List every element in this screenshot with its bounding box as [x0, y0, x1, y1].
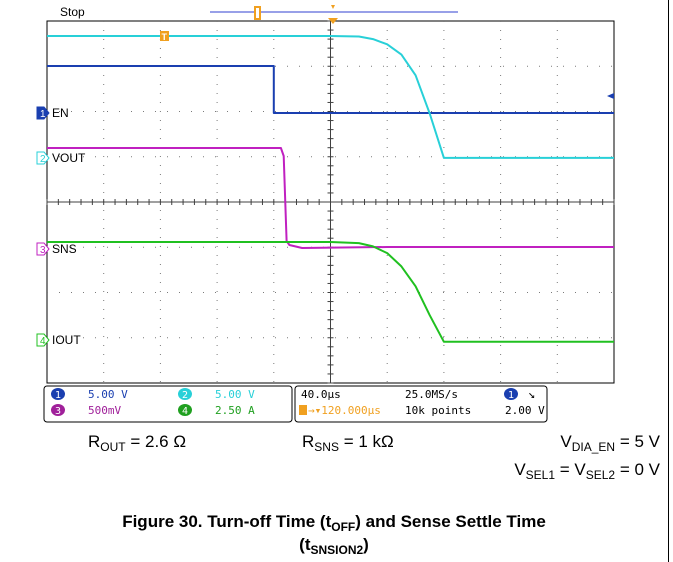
channel-3-badge-number: 3	[55, 406, 61, 417]
vsel-condition: VSEL1 = VSEL2 = 0 V	[514, 460, 660, 482]
channel-1-badge-number: 1	[55, 390, 61, 401]
channel-marker-number: 4	[40, 336, 46, 347]
channel-1-scale: 5.00 V	[88, 388, 128, 401]
trigger-position-arrow-top	[331, 5, 335, 9]
channel-1-marker: 1 EN	[36, 106, 69, 120]
trace-trigger-tag	[160, 31, 169, 41]
acquisition-status: Stop	[60, 5, 85, 19]
channel-marker-tab	[36, 242, 50, 256]
record-position-bar: Stop T	[60, 5, 458, 42]
trigger-offset-icon	[299, 405, 307, 415]
channel-4-badge-number: 4	[182, 406, 188, 417]
trigger-level-value: 2.00 V	[505, 404, 545, 417]
channel-3-badge	[51, 404, 65, 416]
channel-label-en: EN	[52, 106, 69, 120]
rout-condition: ROUT = 2.6 Ω	[88, 432, 187, 454]
timebase-value: 40.0µs	[301, 388, 341, 401]
trigger-source-number: 1	[508, 390, 514, 401]
channel-scale-box	[43, 385, 293, 423]
trigger-offset-value: →▾120.000µs	[308, 404, 381, 417]
channel-markers: 1 EN 2 VOUT 3 SNS 4 IOUT	[36, 93, 614, 347]
channel-marker-number: 3	[40, 245, 46, 256]
record-window-marker	[254, 6, 261, 20]
channel-4-badge	[178, 404, 192, 416]
rsns-condition: RSNS = 1 kΩ	[302, 432, 394, 454]
trace-en	[47, 65, 614, 114]
graticule	[46, 20, 615, 384]
timebase-box	[294, 385, 548, 423]
channel-marker-tab	[36, 151, 50, 165]
channel-4-scale: 2.50 A	[215, 404, 255, 417]
trace-vout	[47, 35, 614, 159]
channel-1-badge	[51, 388, 65, 400]
trace-trigger-tag-letter: T	[162, 32, 168, 42]
figure-caption-line2: (tSNSION2)	[299, 535, 369, 557]
channel-4-marker: 4 IOUT	[36, 333, 81, 347]
oscilloscope-screenshot: 1 EN 2 VOUT 3 SNS 4 IOUT Stop T 1 5.00 V 2 5.00 V 3 5…	[36, 5, 615, 423]
sample-rate-value: 25.0MS/s	[405, 388, 458, 401]
waveform-traces	[47, 35, 614, 343]
channel-3-marker: 3 SNS	[36, 242, 77, 256]
trace-iout	[47, 241, 614, 343]
record-length-value: 10k points	[405, 404, 471, 417]
channel-label-sns: SNS	[52, 242, 77, 256]
channel-marker-number: 2	[40, 154, 46, 165]
channel-marker-tab	[36, 106, 50, 120]
trigger-source-badge	[504, 388, 518, 400]
channel-label-iout: IOUT	[52, 333, 81, 347]
trigger-slope-icon: ↘	[528, 387, 535, 401]
channel-2-badge-number: 2	[182, 390, 188, 401]
scope-readout-panel: 1 5.00 V 2 5.00 V 3 500mV 4 2.50 A 40.0µs 25.0MS/…	[43, 385, 548, 423]
channel-marker-tab	[36, 333, 50, 347]
channel-3-scale: 500mV	[88, 404, 121, 417]
trigger-point-marker	[328, 18, 338, 24]
channel-marker-number: 1	[40, 109, 46, 120]
channel-2-badge	[178, 388, 192, 400]
channel-2-scale: 5.00 V	[215, 388, 255, 401]
figure-caption-line1: Figure 30. Turn-off Time (tOFF) and Sens…	[122, 512, 546, 534]
channel-label-vout: VOUT	[52, 151, 86, 165]
vdia-en-condition: VDIA_EN = 5 V	[560, 432, 660, 454]
page-frame-rule	[668, 0, 669, 562]
trigger-level-arrow	[607, 93, 614, 99]
channel-2-marker: 2 VOUT	[36, 151, 86, 165]
